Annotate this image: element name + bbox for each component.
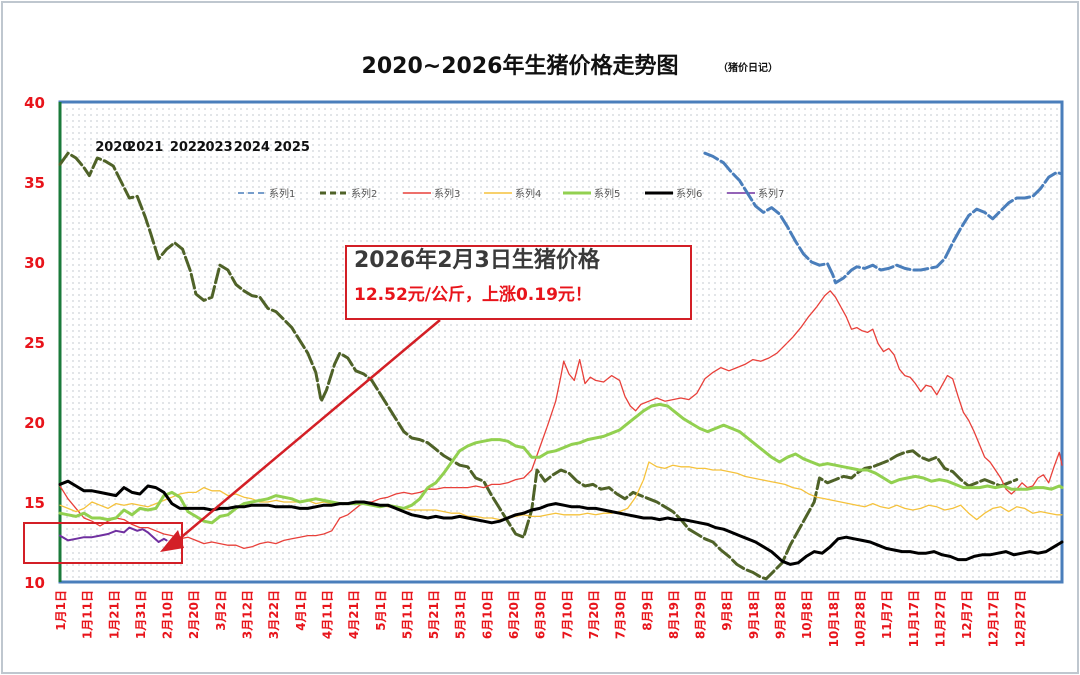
series-line-5 (58, 402, 1064, 525)
x-tick-label: 5月21日 (427, 590, 441, 639)
year-label: 2020 (95, 140, 131, 155)
x-tick-label: 6月20日 (507, 590, 521, 639)
series-line-2 (58, 151, 1019, 581)
y-tick-label: 35 (24, 174, 45, 192)
x-tick-label: 11月7日 (880, 590, 894, 639)
series-line-1 (703, 151, 1064, 285)
series-line-7 (59, 526, 168, 543)
x-tick-label: 10月8日 (800, 590, 814, 639)
annotation-line1: 2026年2月3日生猪价格 (354, 247, 601, 273)
x-tick-label: 12月17日 (987, 590, 1001, 647)
x-tick-label: 1月21日 (107, 590, 121, 639)
x-tick-label: 1月1日 (54, 590, 68, 631)
x-tick-label: 12月7日 (960, 590, 974, 639)
year-label: 2024 (234, 140, 270, 155)
chart-title: 2020~2026年生猪价格走势图 (362, 53, 679, 79)
legend-entry: 系列2 (351, 187, 377, 200)
year-label: 2022 (170, 140, 206, 155)
x-tick-label: 9月28日 (774, 590, 788, 639)
annotation-arrowhead (160, 530, 184, 552)
legend-entry: 系列6 (676, 187, 702, 200)
y-tick-label: 30 (24, 254, 45, 272)
legend-entry: 系列3 (434, 187, 460, 200)
plot-area (60, 102, 1062, 582)
x-tick-label: 4月11日 (320, 590, 334, 639)
series-line-3 (59, 290, 1063, 550)
legend-entry: 系列7 (758, 187, 784, 200)
x-tick-label: 3月2日 (214, 590, 228, 631)
legend-entry: 系列1 (269, 187, 295, 200)
x-tick-label: 5月11日 (400, 590, 414, 639)
series-line-6 (58, 479, 1064, 566)
y-tick-label: 25 (24, 334, 45, 352)
series-line-4 (59, 461, 1063, 521)
annotation-box (345, 245, 692, 320)
x-tick-label: 3月12日 (241, 590, 255, 639)
x-tick-label: 9月18日 (747, 590, 761, 639)
x-tick-label: 5月1日 (374, 590, 388, 631)
x-tick-label: 8月9日 (640, 590, 654, 631)
legend-entry: 系列4 (515, 187, 541, 200)
y-tick-label: 40 (24, 94, 45, 112)
year-label: 2021 (127, 140, 163, 155)
x-tick-label: 10月28日 (853, 590, 867, 647)
x-tick-label: 7月20日 (587, 590, 601, 639)
y-tick-label: 20 (24, 414, 45, 432)
x-tick-label: 8月19日 (667, 590, 681, 639)
x-tick-label: 3月22日 (267, 590, 281, 639)
chart-title-note: （猪价日记） (718, 61, 778, 74)
annotation-arrow (171, 319, 441, 546)
x-tick-label: 11月17日 (907, 590, 921, 647)
x-tick-label: 2月10日 (161, 590, 175, 639)
x-tick-label: 4月1日 (294, 590, 308, 631)
x-tick-label: 6月30日 (534, 590, 548, 639)
year-label: 2025 (274, 140, 310, 155)
x-tick-label: 1月31日 (134, 590, 148, 639)
series-lines (58, 151, 1064, 581)
legend-entry: 系列5 (594, 187, 620, 200)
y-tick-labels: 10 15 20 25 30 35 40 (24, 94, 45, 592)
x-tick-label: 11月27日 (933, 590, 947, 647)
x-tick-label: 5月31日 (454, 590, 468, 639)
x-tick-label: 10月18日 (827, 590, 841, 647)
x-tick-labels: 1月1日 1月11日 1月21日 1月31日 2月10日 2月20日 3月2日 3月12日 3月… (54, 590, 1027, 647)
annotation-line2: 12.52元/公斤，上涨0.19元！ (354, 285, 592, 305)
x-tick-label: 6月10日 (480, 590, 494, 639)
x-tick-label: 4月21日 (347, 590, 361, 639)
y-tick-label: 10 (24, 574, 45, 592)
y-tick-label: 15 (24, 494, 45, 512)
x-tick-label: 8月29日 (694, 590, 708, 639)
x-tick-label: 2月20日 (187, 590, 201, 639)
x-tick-label: 9月8日 (720, 590, 734, 631)
x-tick-label: 7月30日 (614, 590, 628, 639)
x-tick-label: 12月27日 (1013, 590, 1027, 647)
x-tick-label: 7月10日 (560, 590, 574, 639)
x-tick-label: 1月11日 (81, 590, 95, 639)
annotation-callout: 2026年2月3日生猪价格 12.52元/公斤，上涨0.19元！ (23, 245, 692, 564)
legend: 系列1 系列2 系列3 系列4 系列5 系列6 系列7 (238, 187, 784, 200)
year-label: 2023 (196, 140, 232, 155)
